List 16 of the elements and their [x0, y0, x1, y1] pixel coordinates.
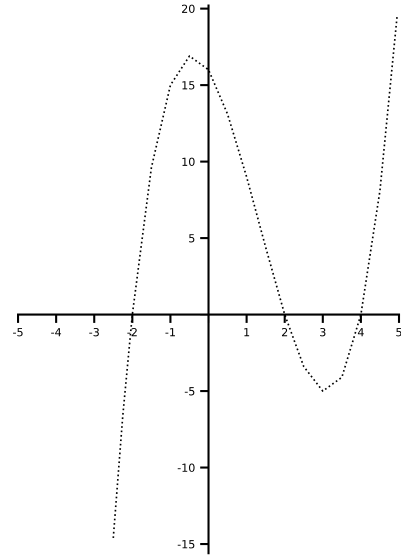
y-tick-label: 15 — [182, 81, 194, 90]
x-tick-label: 1 — [244, 328, 250, 336]
x-tick-label: -3 — [89, 328, 99, 336]
y-tick-label: -15 — [178, 540, 194, 548]
x-tick-label: 4 — [358, 328, 364, 336]
x-tick-label: 2 — [282, 328, 288, 336]
x-tick-label: -4 — [51, 328, 62, 336]
y-tick-label: 10 — [182, 158, 195, 166]
x-tick-label: -1 — [165, 328, 175, 336]
x-tick-label: -2 — [127, 328, 137, 336]
y-tick-label: 5 — [189, 234, 194, 242]
y-tick-label: -5 — [184, 387, 194, 396]
y-tick-label: -10 — [178, 464, 195, 472]
x-tick-label: -5 — [13, 328, 23, 336]
x-tick-label: 3 — [320, 328, 326, 336]
y-tick-label: 20 — [182, 4, 195, 13]
